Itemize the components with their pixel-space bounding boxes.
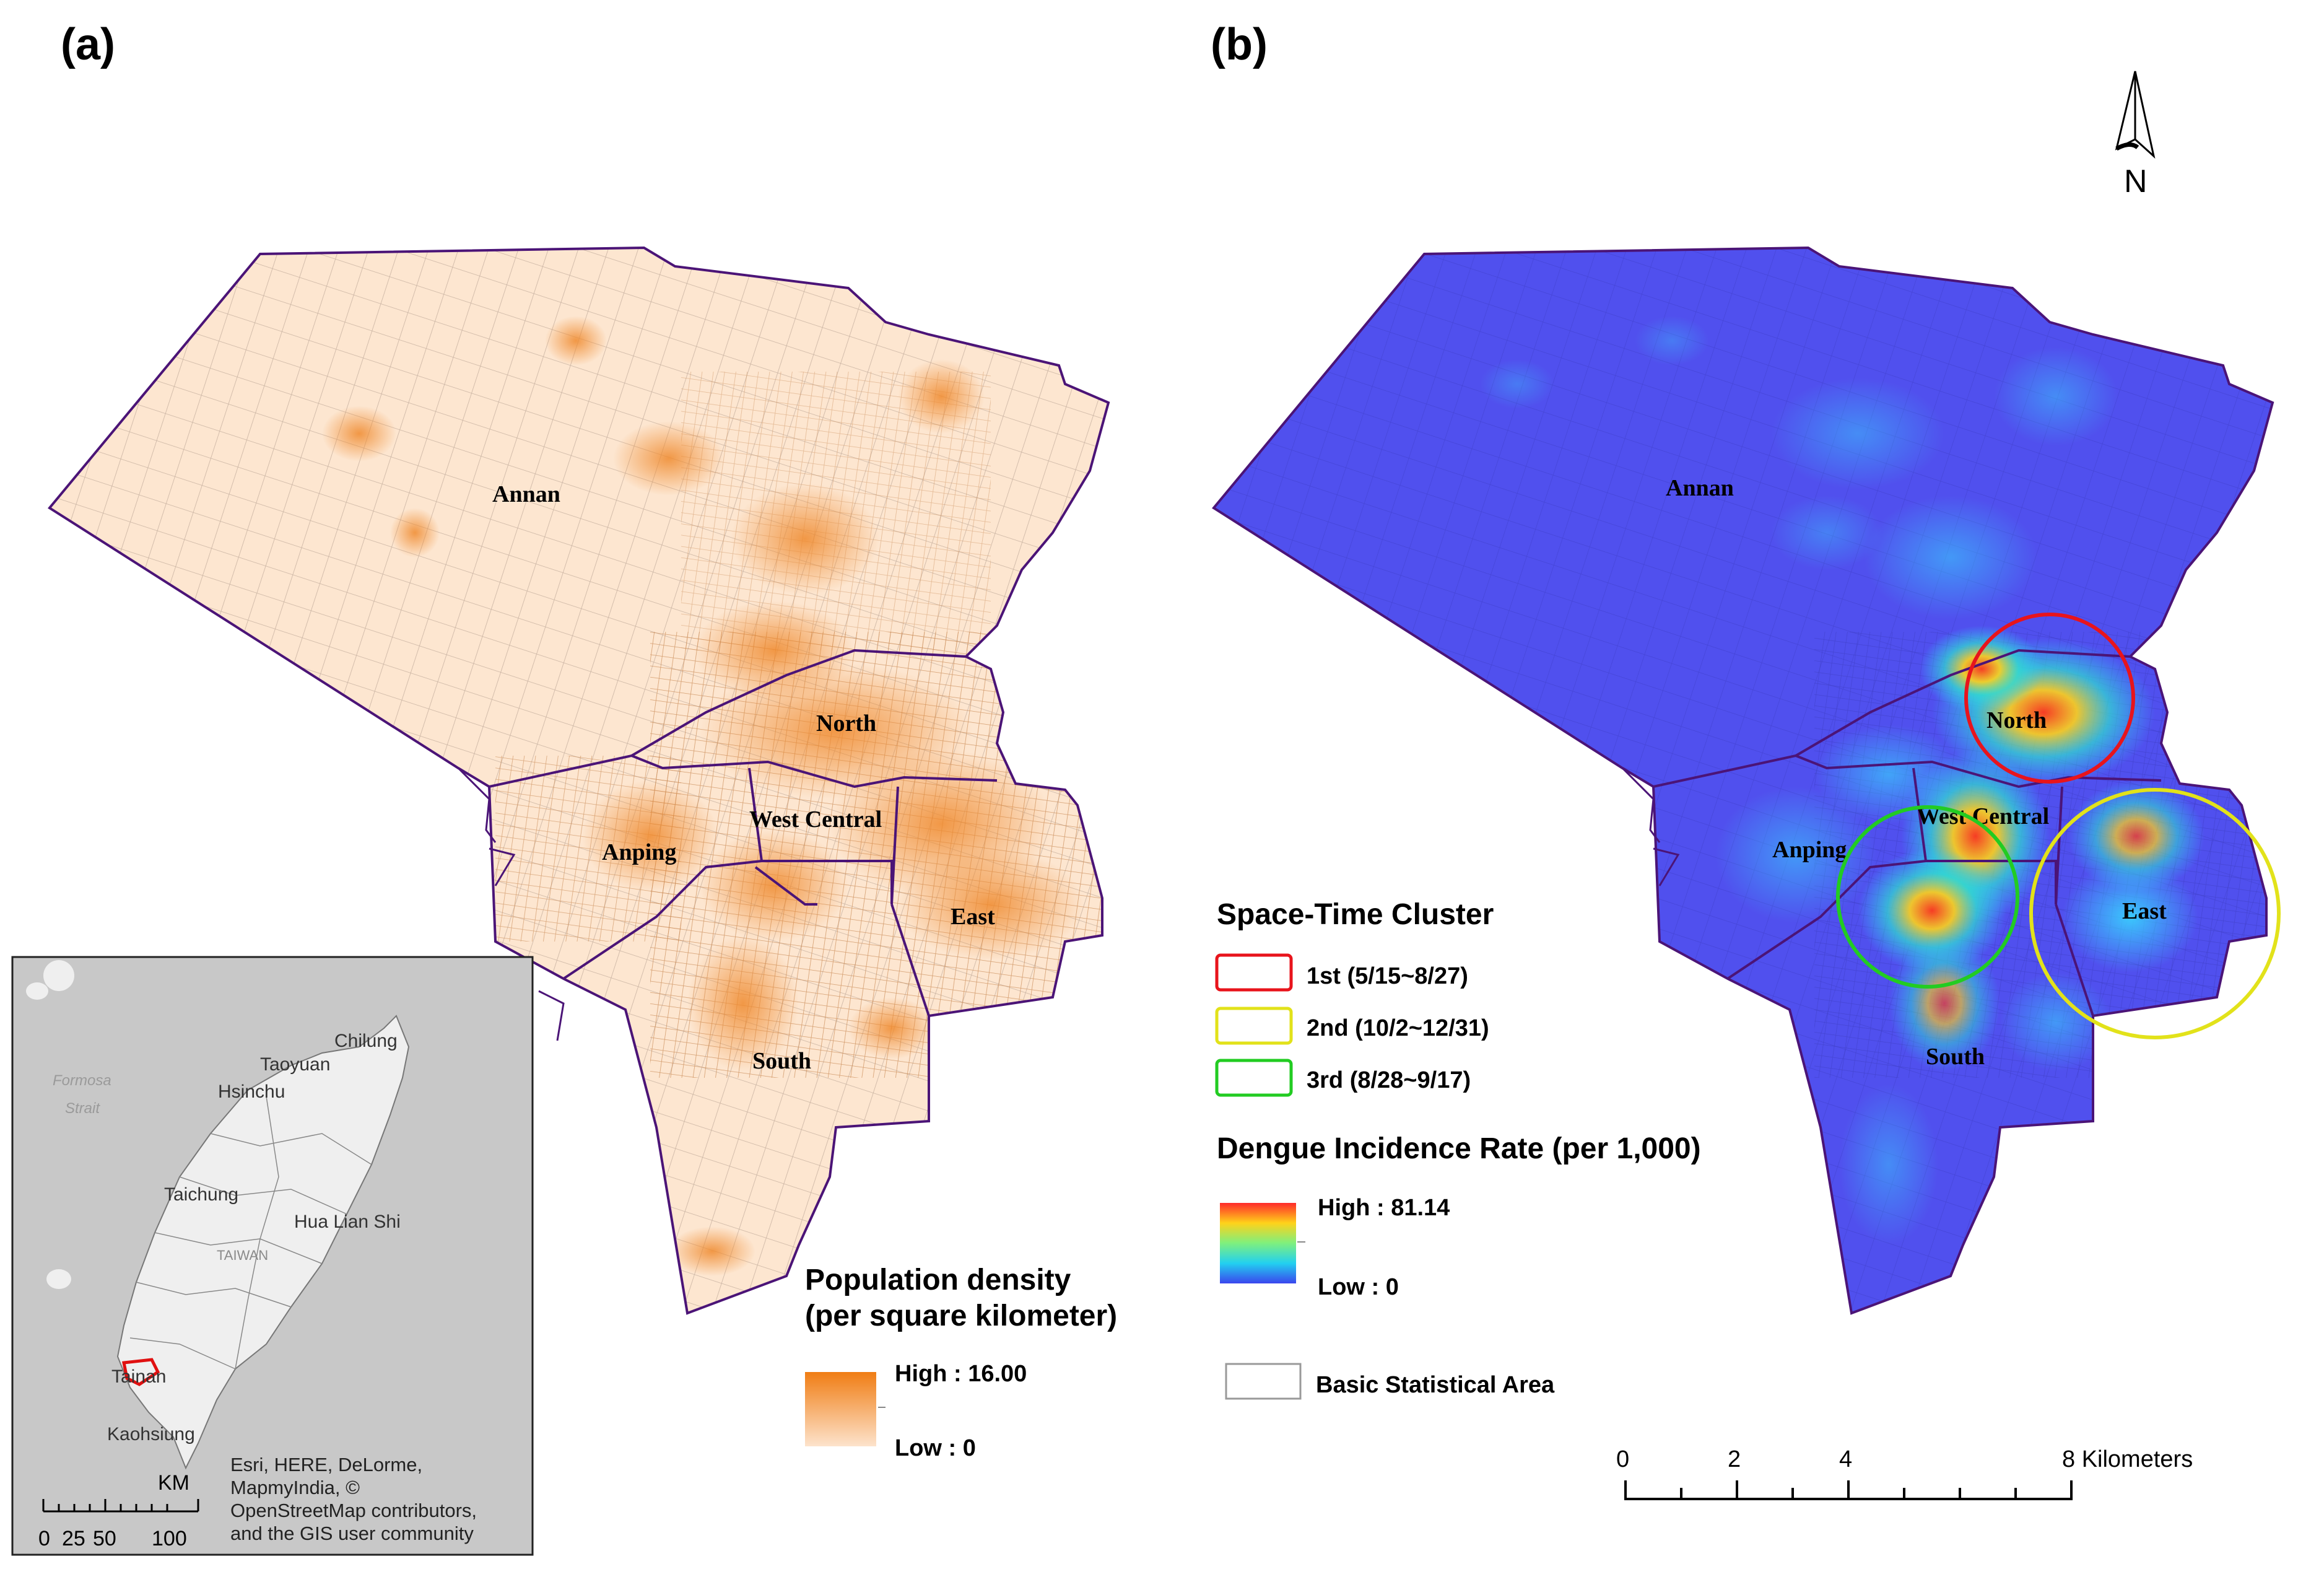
legend-a-title-line2: (per square kilometer) xyxy=(805,1300,1117,1332)
legend-b-swatch-1st xyxy=(1215,953,1293,992)
legend-b-cluster-1st: 1st (5/15~8/27) xyxy=(1307,963,1468,989)
scale-tick-0: 0 xyxy=(1616,1446,1629,1472)
scale-tick-2: 2 xyxy=(1728,1446,1741,1472)
map-b-coastline xyxy=(1621,767,1680,886)
district-label-south-b: South xyxy=(1926,1044,1985,1070)
map-b-streets xyxy=(1214,248,2273,1313)
inset-city-0: Chilung xyxy=(334,1031,398,1051)
legend-a-high: High : 16.00 xyxy=(895,1361,1027,1387)
inset-scale-tick-1: 25 xyxy=(62,1527,85,1550)
legend-b-basic-area: Basic Statistical Area xyxy=(1316,1372,1555,1398)
inset-city-5: Tainan xyxy=(111,1366,166,1387)
inset-county-lines xyxy=(129,1096,372,1370)
legend-b-color-ramp xyxy=(1220,1203,1296,1283)
inset-city-3: Taichung xyxy=(164,1184,238,1205)
cluster-circle-3rd xyxy=(1836,805,2019,989)
legend-b-basic-area-swatch xyxy=(1225,1363,1302,1400)
cluster-circle-2nd xyxy=(2029,788,2281,1039)
north-arrow: N xyxy=(2115,71,2156,199)
district-label-north-a: North xyxy=(816,710,876,736)
legend-b-cluster-2nd: 2nd (10/2~12/31) xyxy=(1307,1015,1489,1041)
district-label-annan-a: Annan xyxy=(492,481,560,507)
inset-credit: Esri, HERE, DeLorme, MapmyIndia, © OpenS… xyxy=(230,1454,477,1544)
legend-b-incidence-title: Dengue Incidence Rate (per 1,000) xyxy=(1217,1132,1701,1165)
map-b-district-boundaries xyxy=(1212,246,2274,1315)
inset-scale-bar: KM 0 25 50 100 xyxy=(38,1471,199,1550)
scale-tick-4: 4 xyxy=(1839,1446,1852,1472)
panel-label-a: (a) xyxy=(61,20,115,69)
inset-tainan-highlight xyxy=(122,1358,160,1386)
district-label-anping-a: Anping xyxy=(602,839,676,865)
inset-scale-unit: KM xyxy=(158,1471,189,1495)
inset-city-4: Hua Lian Shi xyxy=(294,1212,401,1232)
district-label-annan-b: Annan xyxy=(1666,475,1734,501)
north-arrow-label: N xyxy=(2124,164,2148,199)
district-label-east-a: East xyxy=(951,904,995,930)
district-label-west-central-a: West Central xyxy=(749,806,882,832)
inset-sea-label-1: Formosa xyxy=(53,1072,111,1089)
scale-end-label: 8 Kilometers xyxy=(2062,1446,2193,1472)
legend-population-density: Population density (per square kilometer… xyxy=(805,1264,1117,1461)
cluster-circle-1st xyxy=(1964,613,2135,784)
legend-b-high: High : 81.14 xyxy=(1318,1195,1450,1221)
district-label-anping-b: Anping xyxy=(1772,837,1847,863)
inset-sea-label-2: Strait xyxy=(65,1100,100,1117)
inset-city-2: Hsinchu xyxy=(218,1082,285,1102)
inset-island-label: TAIWAN xyxy=(217,1248,268,1263)
inset-credit-line-0: Esri, HERE, DeLorme, xyxy=(230,1454,422,1475)
inset-map-taiwan: Formosa Strait Chilung Taoyuan Hsinchu T… xyxy=(11,956,534,1556)
inset-city-1: Taoyuan xyxy=(260,1054,330,1075)
map-a-district-boundaries xyxy=(48,246,1110,1315)
inset-scale-tick-0: 0 xyxy=(38,1527,50,1550)
legend-dengue-incidence: Dengue Incidence Rate (per 1,000) High :… xyxy=(1217,1132,1701,1400)
population-density-hotspots xyxy=(322,316,1084,1276)
legend-a-title-line1: Population density xyxy=(805,1264,1071,1296)
scale-bar: 0 2 4 8 Kilometers xyxy=(1616,1446,2193,1500)
legend-b-low: Low : 0 xyxy=(1318,1274,1399,1300)
map-a-coastline xyxy=(457,767,565,1041)
legend-b-swatch-2nd xyxy=(1215,1007,1293,1045)
district-label-south-a: South xyxy=(752,1048,811,1074)
inset-scale-tick-2: 50 xyxy=(93,1527,116,1550)
inset-scale-tick-3: 100 xyxy=(152,1527,187,1550)
legend-b-cluster-title: Space-Time Cluster xyxy=(1217,898,1494,931)
inset-credit-line-2: OpenStreetMap contributors, xyxy=(230,1500,477,1521)
legend-b-swatch-3rd xyxy=(1215,1059,1293,1097)
legend-b-cluster-3rd: 3rd (8/28~9/17) xyxy=(1307,1067,1471,1093)
map-b: Annan North West Central Anping East Sou… xyxy=(1212,246,2281,1315)
panel-label-b: (b) xyxy=(1211,20,1268,69)
legend-a-color-ramp xyxy=(805,1372,876,1446)
inset-taiwan-island xyxy=(116,1015,410,1470)
inset-credit-line-1: MapmyIndia, © xyxy=(230,1477,360,1498)
district-label-north-b: North xyxy=(1987,707,2047,733)
district-label-east-b: East xyxy=(2122,898,2167,924)
inset-city-6: Kaohsiung xyxy=(107,1424,195,1444)
legend-space-time-cluster: Space-Time Cluster 1st (5/15~8/27) 2nd (… xyxy=(1215,898,1494,1097)
dengue-incidence-hotspots xyxy=(1480,316,2204,1245)
legend-a-low: Low : 0 xyxy=(895,1435,976,1461)
inset-credit-line-3: and the GIS user community xyxy=(230,1523,474,1544)
